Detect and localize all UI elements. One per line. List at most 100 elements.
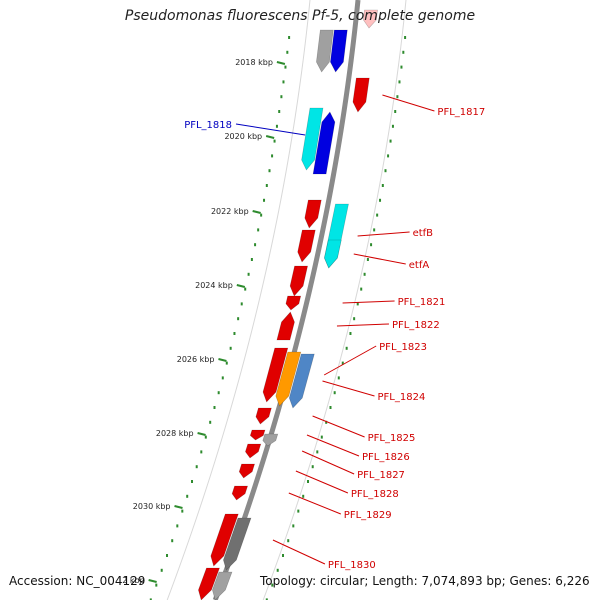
ruler-tick-label: 2024 kbp <box>195 281 233 290</box>
ruler-dot-outer <box>384 169 387 173</box>
gene-arrow[interactable] <box>316 29 334 73</box>
gene-label[interactable]: PFL_1830 <box>328 560 376 571</box>
gene-arrow[interactable] <box>289 265 308 297</box>
gene-label[interactable]: PFL_1828 <box>351 489 399 500</box>
ruler-dot-outer <box>400 65 403 69</box>
gene-label[interactable]: PFL_1818 <box>184 120 232 131</box>
gene-label-leader <box>312 415 365 438</box>
gene-label[interactable]: PFL_1826 <box>362 452 410 463</box>
ruler-dot-inner <box>260 213 263 217</box>
gene-arrow[interactable] <box>223 517 252 571</box>
ruler-dot-outer <box>345 346 348 350</box>
gene-label-leader <box>306 434 360 457</box>
ruler-dot-inner <box>233 332 236 335</box>
gene-arrow[interactable] <box>238 463 256 479</box>
gene-arrow[interactable] <box>210 513 239 567</box>
gene-arrow[interactable] <box>249 429 266 441</box>
gene-label[interactable]: etfA <box>409 260 430 271</box>
gene-label[interactable]: PFL_1829 <box>344 510 392 521</box>
ruler-dot-inner <box>195 465 198 469</box>
gene-arrow[interactable] <box>212 571 233 600</box>
ruler-dot-inner <box>204 435 207 439</box>
ruler-dot-outer <box>356 302 359 306</box>
ruler-dot-inner <box>250 258 253 261</box>
gene-labels: PFL_1817 PFL_1818 etfB etfA PFL_1821 PFL_1822… <box>184 94 485 571</box>
ruler-tick <box>197 432 206 436</box>
ruler-dot-inner <box>166 554 169 557</box>
gene-label[interactable]: PFL_1821 <box>398 297 446 308</box>
ruler-tick-label: 2030 kbp <box>133 502 171 511</box>
backbone-line <box>212 0 361 600</box>
gene-label[interactable]: PFL_1817 <box>437 107 485 118</box>
gene-arrow[interactable] <box>301 107 324 171</box>
gene-arrow[interactable] <box>297 229 316 263</box>
ruler-dot-inner <box>176 524 179 528</box>
gene-arrow[interactable] <box>312 111 336 175</box>
ruler-dot-inner <box>237 317 240 321</box>
ruler-tick-label: 2028 kbp <box>156 429 194 438</box>
ruler-dot-inner <box>257 228 260 232</box>
ruler-dot-inner <box>268 169 271 173</box>
ruler-dot-outer <box>391 124 394 128</box>
ruler-dot-outer <box>379 198 382 202</box>
ruler-dot-outer <box>402 50 405 54</box>
ruler-dot-outer <box>325 420 328 424</box>
gene-arrow[interactable] <box>275 351 302 407</box>
ruler-tick <box>276 61 286 65</box>
ruler-dot-outer <box>387 154 390 158</box>
gene-label[interactable]: PFL_1822 <box>392 320 440 331</box>
ruler-dot-inner <box>229 346 232 350</box>
gene-features <box>198 9 378 600</box>
ruler-tick <box>265 135 275 139</box>
ruler-dot-inner <box>247 272 250 276</box>
gene-label-leader <box>357 231 410 237</box>
ruler-dot-outer <box>381 184 384 187</box>
ruler-dot-inner <box>278 110 281 113</box>
ruler-dot-inner <box>280 95 283 99</box>
ruler-dot-outer <box>271 583 274 587</box>
ruler-dot-inner <box>155 583 158 587</box>
ruler-tick <box>148 579 157 583</box>
ruler-dot-outer <box>337 376 340 380</box>
gene-label[interactable]: PFL_1825 <box>368 433 416 444</box>
gene-label-leader <box>301 450 355 475</box>
ruler-dot-outer <box>292 524 295 528</box>
ruler-dot-outer <box>302 494 305 498</box>
ruler-dot-outer <box>370 243 373 247</box>
ruler-dot-inner <box>181 509 184 513</box>
gene-arrow[interactable] <box>285 295 302 311</box>
ruler-dot-inner <box>200 450 203 454</box>
gene-label[interactable]: PFL_1823 <box>379 342 427 353</box>
ruler-dot-outer <box>376 213 379 217</box>
ruler-dot-outer <box>276 568 279 572</box>
gene-arrow[interactable] <box>363 9 378 29</box>
gene-arrow[interactable] <box>288 353 315 409</box>
gene-label[interactable]: PFL_1824 <box>378 392 426 403</box>
ruler-dot-inner <box>209 420 212 424</box>
gene-arrow[interactable] <box>276 311 295 341</box>
gene-label-leader <box>353 253 406 265</box>
gene-arrow[interactable] <box>330 29 348 73</box>
gene-arrow[interactable] <box>324 239 342 269</box>
gene-arrow[interactable] <box>255 407 272 425</box>
ruler-dot-inner <box>225 361 228 365</box>
ruler-dot-inner <box>271 154 274 158</box>
gene-arrow[interactable] <box>352 77 370 113</box>
ruler-dot-outer <box>297 509 300 513</box>
ruler-dot-inner <box>217 391 220 395</box>
ruler-dot-outer <box>394 110 397 113</box>
gene-arrow[interactable] <box>304 199 322 229</box>
ruler-tick <box>218 358 227 362</box>
gene-arrow[interactable] <box>262 347 289 403</box>
gene-label[interactable]: PFL_1827 <box>357 470 405 481</box>
gene-arrow[interactable] <box>231 485 249 501</box>
gene-label[interactable]: etfB <box>413 228 434 239</box>
gene-arrow[interactable] <box>198 567 220 600</box>
map-title: Pseudomonas fluorescens Pf-5, complete g… <box>124 8 476 24</box>
gene-arrow[interactable] <box>245 443 262 459</box>
ruler-dot-inner <box>149 598 152 600</box>
ruler-tick-label: 2 kbp <box>122 576 144 585</box>
ruler-dot-inner <box>171 539 174 543</box>
gene-arrow[interactable] <box>262 433 279 447</box>
